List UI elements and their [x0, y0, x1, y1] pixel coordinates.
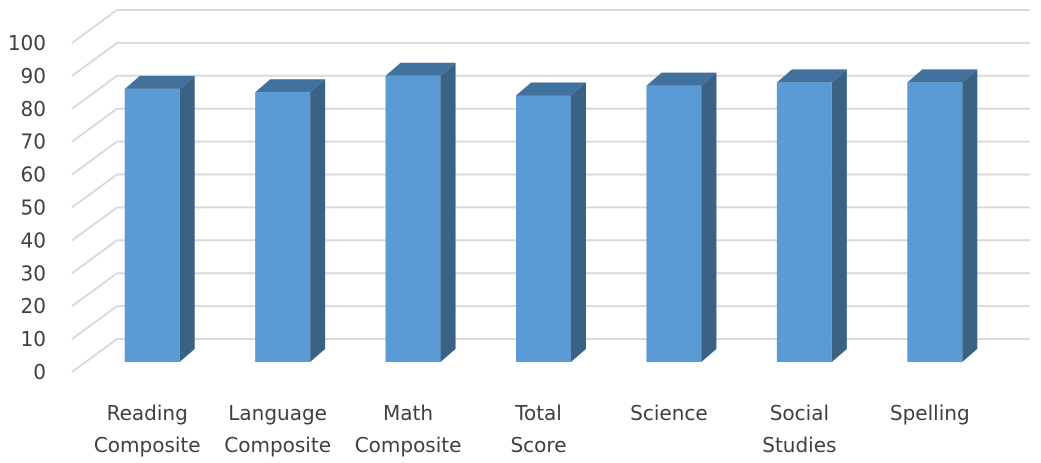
gridline	[71, 338, 1030, 373]
gridline	[71, 239, 1030, 275]
bar-front	[124, 88, 180, 363]
x-category-label: Social Studies	[762, 401, 836, 457]
gridline	[71, 107, 1030, 143]
y-tick-label: 90	[21, 64, 46, 88]
x-category-label: Reading Composite	[94, 401, 201, 457]
y-tick-label: 60	[21, 163, 46, 187]
bar-front	[516, 95, 571, 362]
bar-front	[646, 85, 702, 362]
bar-front	[385, 75, 441, 363]
x-category-label: Spelling	[890, 401, 970, 425]
bar-top	[516, 82, 586, 96]
bar-top	[776, 69, 847, 83]
bar-front	[776, 82, 832, 362]
bar-side	[440, 62, 456, 363]
y-axis-tick-labels: 0 10 20 30 40 50 60 70 80 90 100	[8, 31, 46, 384]
gridline	[71, 305, 1030, 340]
bar-side	[179, 75, 195, 363]
bar-top	[255, 79, 326, 93]
gridline	[71, 9, 1030, 44]
x-category-label: Math Composite	[355, 401, 462, 457]
bar-top	[385, 62, 456, 76]
gridlines	[71, 9, 1030, 373]
y-tick-label: 30	[21, 261, 46, 285]
bar-front	[907, 82, 963, 362]
x-axis-category-labels: Reading Composite Language Composite Math Com…	[94, 401, 970, 457]
y-tick-label: 0	[33, 360, 46, 384]
bar-top	[124, 75, 195, 89]
gridline	[71, 272, 1030, 308]
bar-top	[646, 72, 717, 86]
bar	[385, 62, 456, 363]
y-tick-label: 70	[21, 130, 46, 154]
bar	[646, 72, 717, 362]
bar	[516, 82, 586, 362]
bar-side	[831, 69, 847, 362]
bar	[124, 75, 195, 363]
bar	[907, 69, 978, 362]
x-category-label: Science	[630, 401, 708, 425]
bars	[124, 62, 978, 363]
x-category-label: Total Score	[510, 401, 566, 457]
y-tick-label: 40	[21, 228, 46, 252]
gridline	[71, 206, 1030, 242]
bar	[255, 79, 326, 362]
gridline	[71, 74, 1030, 110]
bar-front	[255, 92, 311, 362]
y-tick-label: 100	[8, 31, 46, 55]
bar-side	[310, 79, 326, 362]
gridline	[71, 41, 1030, 77]
bar-top	[907, 69, 978, 83]
bar-side	[571, 82, 586, 362]
y-tick-label: 10	[21, 327, 46, 351]
bar	[776, 69, 847, 362]
gridline	[71, 173, 1030, 209]
y-tick-label: 20	[21, 294, 46, 318]
bar-side	[701, 72, 717, 362]
x-category-label: Language Composite	[224, 401, 331, 457]
bar-side	[962, 69, 978, 362]
y-tick-label: 50	[21, 196, 46, 220]
y-tick-label: 80	[21, 97, 46, 121]
gridline	[71, 140, 1030, 176]
